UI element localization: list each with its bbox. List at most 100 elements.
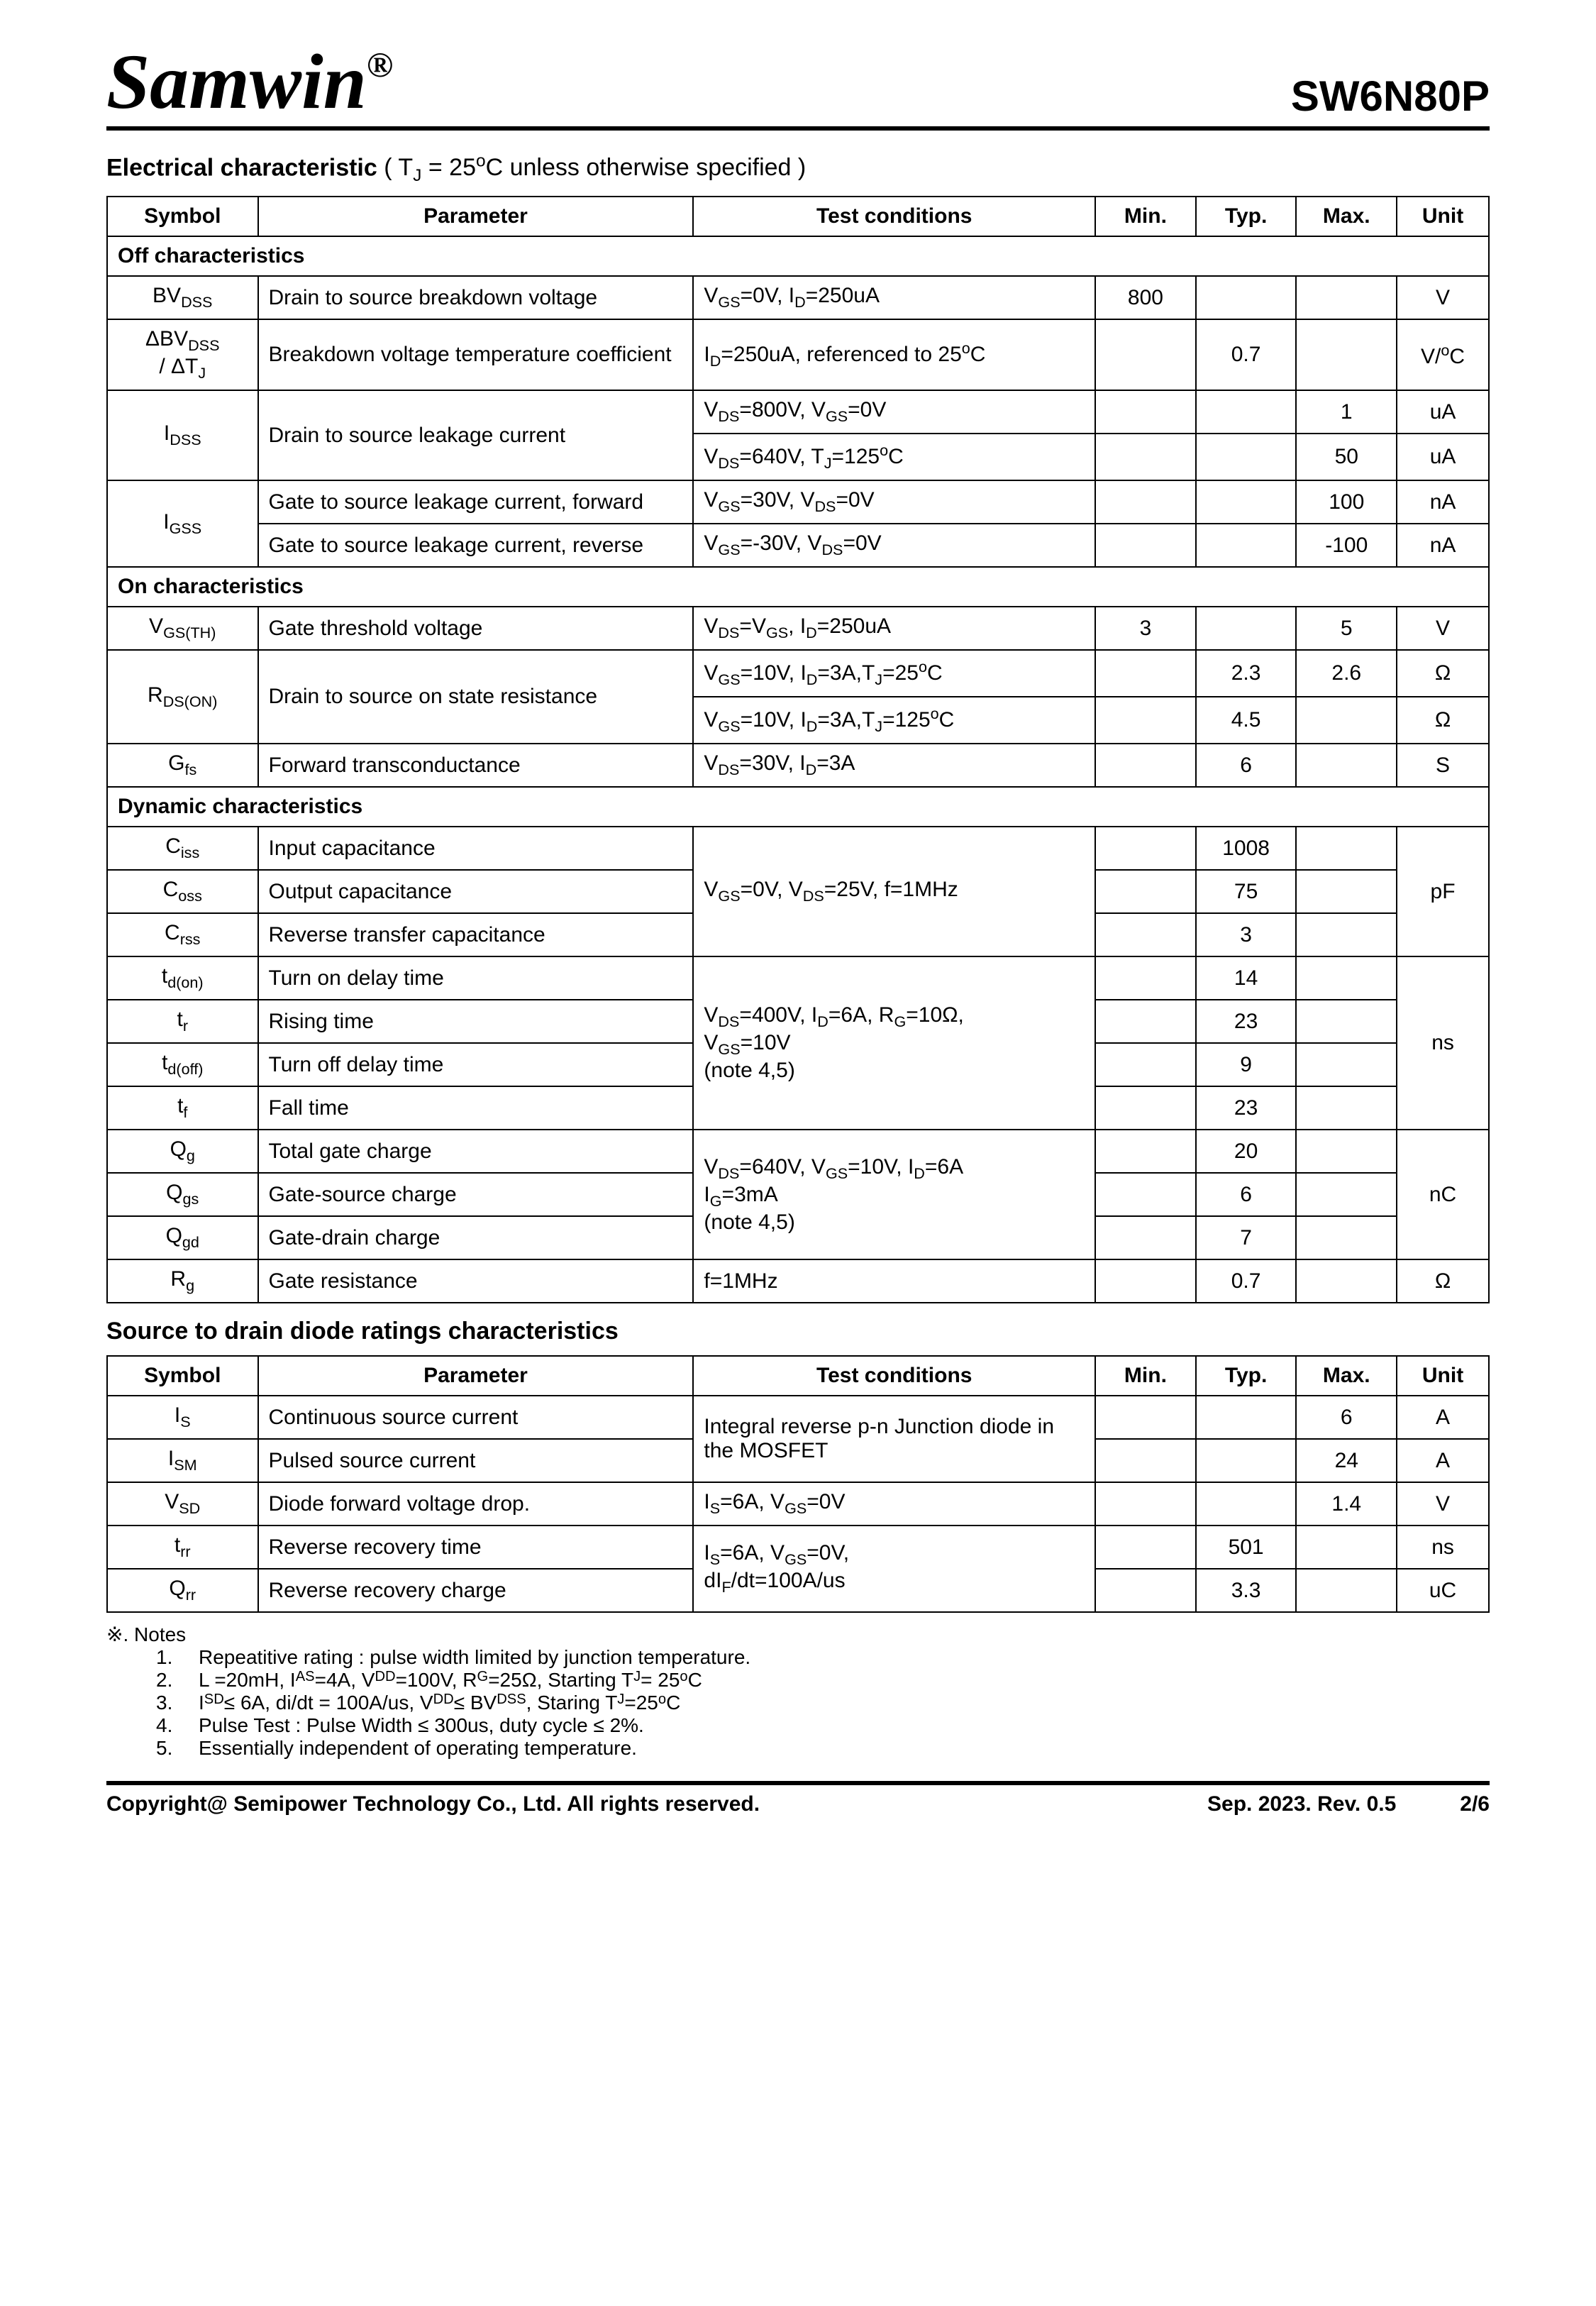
section-title-diode: Source to drain diode ratings characteri… xyxy=(106,1318,1490,1345)
min-cell xyxy=(1095,1439,1196,1482)
group-label: Dynamic characteristics xyxy=(107,787,1489,827)
max-cell xyxy=(1296,1526,1397,1569)
parameter-cell: Reverse recovery charge xyxy=(258,1569,694,1612)
symbol-cell: Qg xyxy=(107,1130,258,1173)
unit-cell: A xyxy=(1397,1439,1489,1482)
symbol-cell: Qgs xyxy=(107,1173,258,1216)
parameter-cell: Diode forward voltage drop. xyxy=(258,1482,694,1526)
min-cell xyxy=(1095,956,1196,1000)
brand-logo: Samwin® xyxy=(106,43,393,121)
min-cell xyxy=(1095,1216,1196,1259)
note-item: 1.Repeatitive rating : pulse width limit… xyxy=(156,1646,1490,1669)
test-conditions-cell: Integral reverse p-n Junction diode in t… xyxy=(693,1396,1095,1482)
typ-cell: 6 xyxy=(1196,1173,1297,1216)
symbol-cell: trr xyxy=(107,1526,258,1569)
typ-cell: 0.7 xyxy=(1196,319,1297,390)
parameter-cell: Gate resistance xyxy=(258,1259,694,1303)
table-row: td(on)Turn on delay timeVDS=400V, ID=6A,… xyxy=(107,956,1489,1000)
note-number: 3. xyxy=(156,1692,199,1714)
test-conditions-cell: VDS=400V, ID=6A, RG=10Ω,VGS=10V(note 4,5… xyxy=(693,956,1095,1130)
typ-cell: 7 xyxy=(1196,1216,1297,1259)
max-cell: 6 xyxy=(1296,1396,1397,1439)
group-header-row: On characteristics xyxy=(107,567,1489,607)
column-header: Min. xyxy=(1095,197,1196,236)
test-conditions-cell: VDS=640V, VGS=10V, ID=6AIG=3mA(note 4,5) xyxy=(693,1130,1095,1259)
note-text: L =20mH, IAS =4A, VDD=100V, RG=25Ω, Star… xyxy=(199,1669,702,1692)
unit-cell: nA xyxy=(1397,524,1489,567)
parameter-cell: Turn off delay time xyxy=(258,1043,694,1086)
unit-cell: nA xyxy=(1397,480,1489,524)
max-cell xyxy=(1296,1173,1397,1216)
parameter-cell: Gate to source leakage current, forward xyxy=(258,480,694,524)
max-cell: 24 xyxy=(1296,1439,1397,1482)
test-conditions-cell: VDS=800V, VGS=0V xyxy=(693,390,1095,434)
parameter-cell: Total gate charge xyxy=(258,1130,694,1173)
unit-cell: Ω xyxy=(1397,1259,1489,1303)
symbol-cell: IGSS xyxy=(107,480,258,567)
test-conditions-cell: VGS=-30V, VDS=0V xyxy=(693,524,1095,567)
column-header: Min. xyxy=(1095,1356,1196,1396)
min-cell xyxy=(1095,913,1196,956)
test-conditions-cell: VDS=VGS, ID=250uA xyxy=(693,607,1095,650)
typ-cell xyxy=(1196,1439,1297,1482)
min-cell xyxy=(1095,1526,1196,1569)
symbol-cell: IDSS xyxy=(107,390,258,480)
note-number: 1. xyxy=(156,1646,199,1669)
note-number: 2. xyxy=(156,1669,199,1692)
symbol-cell: tr xyxy=(107,1000,258,1043)
max-cell: 2.6 xyxy=(1296,650,1397,697)
max-cell xyxy=(1296,956,1397,1000)
min-cell xyxy=(1095,1000,1196,1043)
typ-cell: 9 xyxy=(1196,1043,1297,1086)
typ-cell: 3.3 xyxy=(1196,1569,1297,1612)
min-cell xyxy=(1095,1482,1196,1526)
min-cell xyxy=(1095,1569,1196,1612)
parameter-cell: Gate-source charge xyxy=(258,1173,694,1216)
max-cell xyxy=(1296,1043,1397,1086)
max-cell: 5 xyxy=(1296,607,1397,650)
unit-cell: uC xyxy=(1397,1569,1489,1612)
copyright-text: Copyright@ Semipower Technology Co., Ltd… xyxy=(106,1792,760,1816)
typ-cell: 501 xyxy=(1196,1526,1297,1569)
typ-cell: 0.7 xyxy=(1196,1259,1297,1303)
column-header: Parameter xyxy=(258,197,694,236)
note-item: 4.Pulse Test : Pulse Width ≤ 300us, duty… xyxy=(156,1714,1490,1737)
note-number: 4. xyxy=(156,1714,199,1737)
unit-cell: pF xyxy=(1397,827,1489,956)
note-item: 2.L =20mH, IAS =4A, VDD=100V, RG=25Ω, St… xyxy=(156,1669,1490,1692)
page-footer: Copyright@ Semipower Technology Co., Ltd… xyxy=(106,1781,1490,1816)
typ-cell: 23 xyxy=(1196,1000,1297,1043)
test-conditions-cell: IS=6A, VGS=0V xyxy=(693,1482,1095,1526)
symbol-cell: VGS(TH) xyxy=(107,607,258,650)
max-cell xyxy=(1296,1000,1397,1043)
min-cell xyxy=(1095,697,1196,744)
unit-cell: uA xyxy=(1397,434,1489,480)
typ-cell xyxy=(1196,524,1297,567)
unit-cell: S xyxy=(1397,744,1489,787)
note-item: 3.ISD ≤ 6A, di/dt = 100A/us, VDD ≤ BVDSS… xyxy=(156,1692,1490,1714)
section-title-bold: Electrical characteristic xyxy=(106,154,377,181)
column-header: Unit xyxy=(1397,1356,1489,1396)
test-conditions-cell: VDS=640V, TJ=125oC xyxy=(693,434,1095,480)
column-header: Test conditions xyxy=(693,1356,1095,1396)
max-cell: -100 xyxy=(1296,524,1397,567)
unit-cell: A xyxy=(1397,1396,1489,1439)
typ-cell xyxy=(1196,434,1297,480)
parameter-cell: Drain to source breakdown voltage xyxy=(258,276,694,319)
unit-cell: V/oC xyxy=(1397,319,1489,390)
note-text: ISD ≤ 6A, di/dt = 100A/us, VDD ≤ BVDSS, … xyxy=(199,1692,680,1714)
max-cell xyxy=(1296,276,1397,319)
unit-cell: V xyxy=(1397,276,1489,319)
max-cell xyxy=(1296,870,1397,913)
max-cell xyxy=(1296,697,1397,744)
parameter-cell: Reverse transfer capacitance xyxy=(258,913,694,956)
table-row: BVDSSDrain to source breakdown voltageVG… xyxy=(107,276,1489,319)
symbol-cell: ISM xyxy=(107,1439,258,1482)
parameter-cell: Pulsed source current xyxy=(258,1439,694,1482)
typ-cell: 3 xyxy=(1196,913,1297,956)
parameter-cell: Fall time xyxy=(258,1086,694,1130)
parameter-cell: Continuous source current xyxy=(258,1396,694,1439)
column-header: Parameter xyxy=(258,1356,694,1396)
group-header-row: Off characteristics xyxy=(107,236,1489,276)
min-cell xyxy=(1095,524,1196,567)
